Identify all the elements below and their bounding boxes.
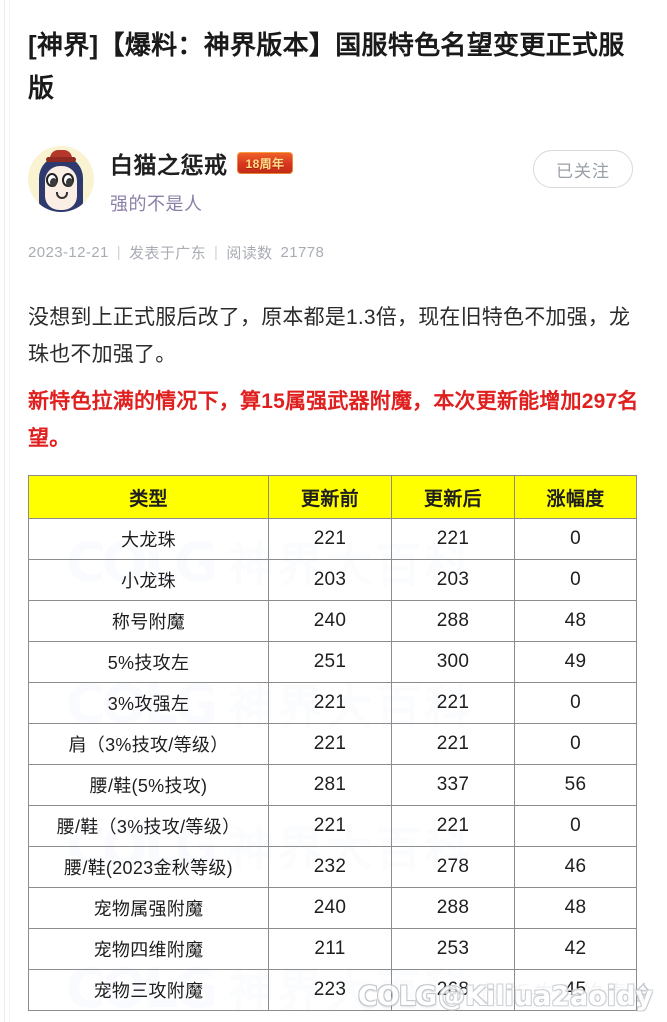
- column-header-type: 类型: [28, 475, 269, 519]
- cell-before: 281: [268, 764, 392, 806]
- avatar-right-eye: [62, 173, 74, 187]
- spec-table: 类型 更新前 更新后 涨幅度 大龙珠 221 221 0 小龙珠 203 203 0 称号附魔 2…: [28, 475, 637, 1011]
- publish-location: 发表于广东: [129, 245, 207, 262]
- cell-before: 221: [268, 805, 392, 847]
- avatar-left-eye: [46, 173, 58, 187]
- article-meta: 2023-12-21 | 发表于广东 | 阅读数 21778: [28, 242, 639, 263]
- cell-after: 288: [391, 887, 515, 929]
- cell-before: 211: [268, 928, 392, 970]
- cell-after: 203: [391, 559, 515, 601]
- cell-before: 251: [268, 641, 392, 683]
- views-count: 21778: [280, 244, 325, 261]
- author-signature: 强的不是人: [110, 194, 203, 214]
- cell-after: 288: [391, 600, 515, 642]
- anniversary-badge: 18周年: [236, 152, 294, 174]
- table-row: 腰/鞋（3%技攻/等级） 221 221 0: [28, 805, 637, 847]
- table-row: 宠物属强附魔 240 288 48: [28, 887, 637, 929]
- cell-after: 253: [391, 928, 515, 970]
- table-row: 5%技攻左 251 300 49: [28, 641, 637, 683]
- cell-type: 宠物三攻附魔: [28, 969, 269, 1011]
- cell-change: 42: [514, 928, 637, 970]
- table-body: 大龙珠 221 221 0 小龙珠 203 203 0 称号附魔 240 288 48 5%技攻左 251…: [28, 518, 637, 1011]
- page-edge-line-1: [4, 0, 5, 1022]
- table-row: 宠物四维附魔 211 253 42: [28, 928, 637, 970]
- table-row: 腰/鞋(2023金秋等级) 232 278 46: [28, 846, 637, 888]
- cell-type: 5%技攻左: [28, 641, 269, 683]
- table-row: 宠物三攻附魔 223 268 45: [28, 969, 637, 1011]
- column-header-change: 涨幅度: [514, 475, 637, 519]
- page-edge-line-2: [9, 0, 10, 1022]
- cell-after: 221: [391, 723, 515, 765]
- cell-type: 3%攻强左: [28, 682, 269, 724]
- cell-type: 腰/鞋（3%技攻/等级）: [28, 805, 269, 847]
- cell-change: 0: [514, 518, 637, 560]
- author-info: 白猫之惩戒 18周年 强的不是人: [110, 144, 294, 216]
- meta-separator-2: |: [214, 244, 219, 261]
- table-row: 大龙珠 221 221 0: [28, 518, 637, 560]
- cell-type: 肩（3%技攻/等级）: [28, 723, 269, 765]
- avatar[interactable]: [28, 146, 94, 212]
- views-label: 阅读数: [226, 245, 273, 262]
- cell-type: 宠物四维附魔: [28, 928, 269, 970]
- cell-change: 48: [514, 600, 637, 642]
- cell-after: 221: [391, 805, 515, 847]
- author-header: 白猫之惩戒 18周年 强的不是人 已关注: [28, 144, 639, 228]
- cell-change: 45: [514, 969, 637, 1011]
- cell-before: 232: [268, 846, 392, 888]
- author-name-line: 白猫之惩戒 18周年: [110, 146, 294, 180]
- avatar-hat-brim: [46, 157, 76, 162]
- cell-before: 240: [268, 600, 392, 642]
- cell-change: 46: [514, 846, 637, 888]
- cell-change: 48: [514, 887, 637, 929]
- cell-before: 221: [268, 723, 392, 765]
- cell-before: 223: [268, 969, 392, 1011]
- cell-after: 300: [391, 641, 515, 683]
- table-row: 腰/鞋(5%技攻) 281 337 56: [28, 764, 637, 806]
- cell-before: 221: [268, 682, 392, 724]
- author-name[interactable]: 白猫之惩戒: [110, 152, 228, 178]
- table-row: 小龙珠 203 203 0: [28, 559, 637, 601]
- cell-before: 203: [268, 559, 392, 601]
- cell-change: 0: [514, 559, 637, 601]
- cell-after: 278: [391, 846, 515, 888]
- cell-change: 0: [514, 682, 637, 724]
- follow-button[interactable]: 已关注: [533, 150, 633, 188]
- cell-change: 49: [514, 641, 637, 683]
- cell-change: 56: [514, 764, 637, 806]
- cell-type: 大龙珠: [28, 518, 269, 560]
- cell-after: 221: [391, 518, 515, 560]
- table-row: 肩（3%技攻/等级） 221 221 0: [28, 723, 637, 765]
- column-header-before: 更新前: [268, 475, 392, 519]
- body-paragraph-2-highlight: 新特色拉满的情况下，算15属强武器附魔，本次更新能增加297名望。: [28, 390, 639, 450]
- cell-type: 宠物属强附魔: [28, 887, 269, 929]
- publish-date: 2023-12-21: [28, 244, 109, 261]
- table-row: 3%攻强左 221 221 0: [28, 682, 637, 724]
- cell-after: 337: [391, 764, 515, 806]
- cell-after: 268: [391, 969, 515, 1011]
- table-header-row: 类型 更新前 更新后 涨幅度: [28, 475, 637, 519]
- cell-before: 240: [268, 887, 392, 929]
- table-row: 称号附魔 240 288 48: [28, 600, 637, 642]
- spec-table-container: COLG 神界大百科 COLG 神界大百科 COLG 神界大百科 COLG 神界…: [28, 475, 637, 1011]
- page-title: [神界]【爆料：神界版本】国服特色名望变更正式服版: [28, 30, 625, 103]
- body-paragraph-1: 没想到上正式服后改了，原本都是1.3倍，现在旧特色不加强，龙珠也不加强了。: [28, 306, 631, 366]
- cell-change: 0: [514, 723, 637, 765]
- cell-type: 腰/鞋(2023金秋等级): [28, 846, 269, 888]
- column-header-after: 更新后: [391, 475, 515, 519]
- avatar-right-pupil: [66, 178, 73, 187]
- cell-after: 221: [391, 682, 515, 724]
- cell-change: 0: [514, 805, 637, 847]
- cell-type: 小龙珠: [28, 559, 269, 601]
- cell-before: 221: [268, 518, 392, 560]
- avatar-hat-shape: [50, 150, 72, 161]
- meta-separator-1: |: [116, 244, 122, 261]
- avatar-mouth-shape: [56, 192, 68, 199]
- cell-type: 腰/鞋(5%技攻): [28, 764, 269, 806]
- avatar-left-pupil: [50, 178, 57, 187]
- cell-type: 称号附魔: [28, 600, 269, 642]
